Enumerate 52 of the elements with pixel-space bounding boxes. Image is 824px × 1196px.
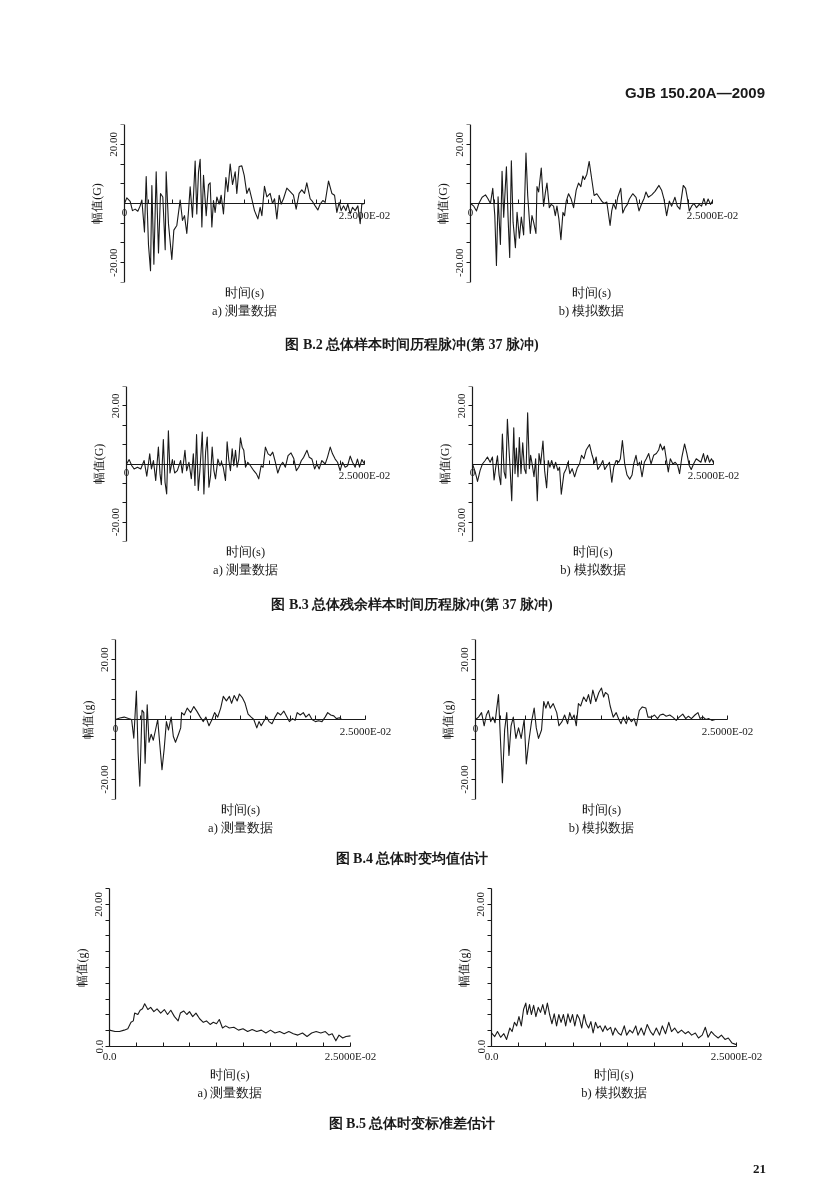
x-axis-title: 时间(s) — [224, 285, 265, 300]
y-tick-label: 20.00 — [458, 646, 471, 672]
text: 21 — [753, 1160, 766, 1178]
x-axis-title: 时间(s) — [573, 544, 613, 559]
y-tick-label: -20.00 — [107, 248, 120, 277]
text: a) 测量数据 — [213, 562, 278, 577]
x-tick-label: 2.5000E-02 — [338, 469, 391, 481]
y-tick-label: 20.00 — [98, 646, 111, 672]
x-axis-title: 时间(s) — [225, 544, 266, 559]
text: 图 B.2 总体样本时间历程脉冲(第 37 脉冲) — [284, 336, 540, 354]
x-tick-label: 2.5000E-02 — [687, 469, 740, 481]
x-axis-title: 时间(s) — [581, 802, 622, 817]
text: 图 B.4 总体时变均值估计 — [334, 850, 490, 868]
x-tick-label: 2.5000E-02 — [710, 1049, 763, 1062]
text: a) 测量数据 — [208, 820, 273, 835]
text: b) 模拟数据 — [560, 562, 626, 577]
y-axis-title: 幅值(G) — [89, 183, 104, 224]
x-tick-label: 0.0 — [484, 1049, 499, 1062]
y-axis-title: 幅值(G) — [91, 443, 106, 485]
text: b) 模拟数据 — [581, 1085, 647, 1100]
x-axis-title: 时间(s) — [594, 1067, 634, 1082]
y-tick-label: 20.00 — [92, 891, 105, 917]
x-tick-label: 2.5000E-02 — [324, 1049, 377, 1062]
y-tick-label: -20.00 — [109, 507, 122, 537]
y-axis-title: 幅值(g) — [80, 700, 95, 739]
y-tick-label: -20.00 — [98, 764, 111, 794]
x-tick-label: 2.5000E-02 — [686, 208, 739, 221]
x-tick-label: 2.5000E-02 — [701, 724, 754, 737]
y-tick-label: 20.00 — [107, 131, 120, 157]
y-tick-label: 20.00 — [453, 131, 466, 157]
text: GJB 150.20A—2009 — [624, 83, 765, 103]
y-tick-label: -20.00 — [455, 507, 468, 537]
text: 图 B.5 总体时变标准差估计 — [327, 1115, 497, 1133]
x-tick-label: 2.5000E-02 — [339, 724, 392, 737]
text: b) 模拟数据 — [568, 820, 635, 835]
text: b) 模拟数据 — [558, 303, 625, 318]
text: a) 测量数据 — [212, 303, 277, 318]
y-tick-label: -20.00 — [458, 764, 471, 794]
y-tick-label: 20.00 — [109, 393, 122, 419]
x-axis-title: 时间(s) — [210, 1067, 250, 1082]
text: 图 B.3 总体残余样本时间历程脉冲(第 37 脉冲) — [270, 596, 554, 614]
y-axis-title: 幅值(g) — [456, 948, 471, 987]
text: a) 测量数据 — [197, 1085, 263, 1100]
y-axis-title: 幅值(g) — [440, 700, 455, 739]
x-axis-title: 时间(s) — [220, 802, 261, 817]
y-axis-title: 幅值(G) — [435, 183, 450, 224]
y-tick-label: 20.00 — [474, 891, 487, 917]
y-axis-title: 幅值(G) — [437, 443, 452, 485]
y-axis-title: 幅值(g) — [74, 948, 89, 987]
x-axis-title: 时间(s) — [571, 285, 612, 300]
y-tick-label: -20.00 — [453, 248, 466, 277]
y-tick-label: 20.00 — [455, 393, 468, 419]
